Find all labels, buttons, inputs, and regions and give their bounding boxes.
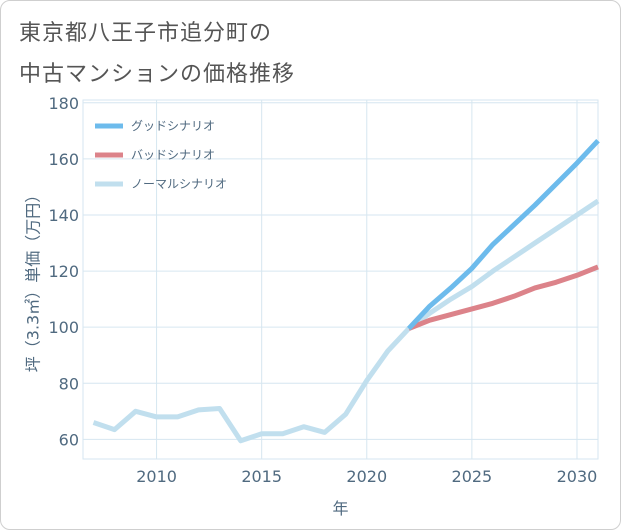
x-axis-title: 年 [332, 499, 348, 518]
y-tick-label: 100 [48, 318, 79, 337]
y-tick-label: 180 [48, 94, 79, 113]
x-tick-label: 2010 [136, 467, 177, 486]
y-tick-label: 60 [59, 430, 79, 449]
chart-title-line-1: 東京都八王子市追分町の [19, 21, 273, 46]
x-tick-label: 2015 [241, 467, 282, 486]
chart-title-line-2: 中古マンションの価格推移 [19, 62, 296, 87]
y-tick-label: 80 [59, 374, 79, 393]
series-lines [92, 138, 600, 444]
x-tick-label: 2030 [557, 467, 598, 486]
grid [82, 99, 599, 460]
plot-frame [82, 99, 599, 460]
legend-label-good: グッドシナリオ [131, 119, 215, 133]
y-tick-label: 140 [48, 206, 79, 225]
series-line-good [406, 138, 600, 331]
legend-label-normal: ノーマルシナリオ [131, 177, 227, 191]
y-tick-label: 160 [48, 150, 79, 169]
y-tick-label: 120 [48, 262, 79, 281]
y-axis-title: 坪（3.3㎡）単価（万円） [24, 187, 43, 372]
x-tick-label: 2025 [452, 467, 493, 486]
series-line-normal [92, 198, 600, 444]
tick-labels: 2010 2015 2020 2025 2030 60 80 100 120 140 160 180 [48, 94, 597, 486]
legend-label-bad: バッドシナリオ [131, 148, 215, 162]
series-line-bad [407, 264, 599, 331]
x-tick-label: 2020 [346, 467, 387, 486]
